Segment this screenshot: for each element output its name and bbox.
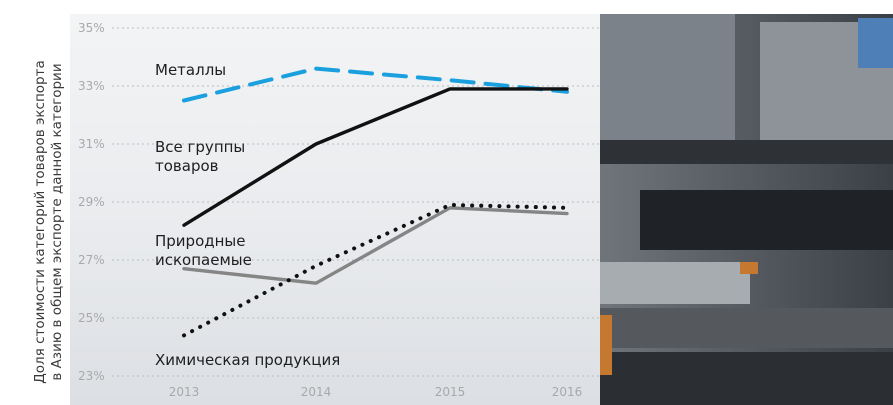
series-label-4: Химическая продукция	[155, 351, 340, 369]
series-label-line: Все группы	[155, 138, 245, 156]
x-tick-label: 2013	[169, 385, 200, 399]
series-label-line: товаров	[155, 157, 219, 175]
series-label-line: Металлы	[155, 61, 226, 79]
y-tick-label: 35%	[78, 21, 105, 35]
plot-background	[70, 14, 602, 405]
y-axis-label-line: Доля стоимости категорий товаров экспорт…	[32, 60, 48, 384]
series-line-2	[182, 87, 569, 227]
x-tick-label: 2014	[301, 385, 332, 399]
y-tick-label: 33%	[78, 79, 105, 93]
y-tick-label: 29%	[78, 195, 105, 209]
x-tick-label: 2016	[552, 385, 583, 399]
x-tick-labels: 2013 2014 2015 2016	[169, 385, 583, 399]
series-line-1	[182, 66, 569, 103]
y-tick-label: 25%	[78, 311, 105, 325]
y-tick-label: 31%	[78, 137, 105, 151]
series-lines	[182, 66, 569, 338]
series-line-4	[182, 202, 569, 338]
y-axis-label: Доля стоимости категорий товаров экспорт…	[32, 60, 65, 384]
y-tick-label: 27%	[78, 253, 105, 267]
y-axis-label-group: Доля стоимости категорий товаров экспорт…	[32, 60, 65, 384]
y-axis-label-line: в Азию в общем экспорте данной категории	[49, 63, 65, 380]
series-label-1: Металлы	[155, 61, 226, 79]
series-label-line: ископаемые	[155, 251, 252, 269]
steel-profiles-photo	[600, 14, 893, 405]
y-tick-labels: 23% 25% 27% 29% 31% 33% 35%	[78, 21, 105, 383]
series-label-line: Химическая продукция	[155, 351, 340, 369]
y-tick-label: 23%	[78, 369, 105, 383]
x-tick-label: 2015	[435, 385, 466, 399]
series-line-3	[182, 206, 569, 285]
series-label-line: Природные	[155, 232, 246, 250]
